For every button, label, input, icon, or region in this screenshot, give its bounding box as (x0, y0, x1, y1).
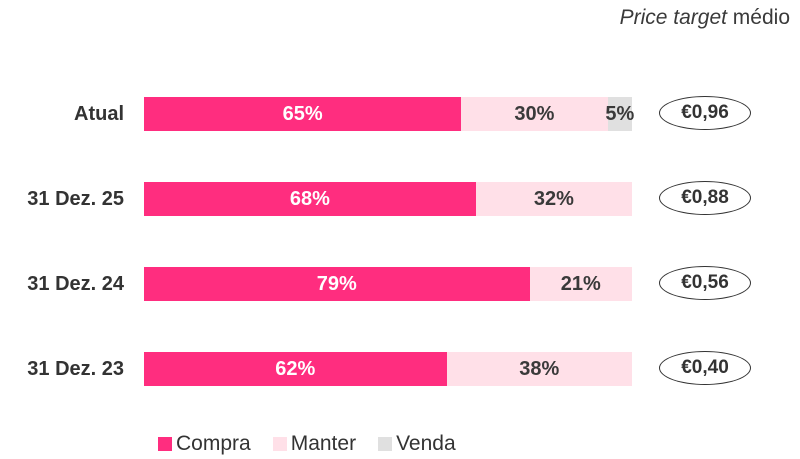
legend-item-venda: Venda (378, 432, 456, 456)
stacked-bar: 68% 32% (144, 182, 632, 216)
segment-manter: 32% (475, 182, 632, 216)
segment-venda: 5% (605, 97, 634, 131)
row-atual: Atual 65% 30% 5% €0,96 (0, 96, 800, 131)
row-label: 31 Dez. 25 (27, 188, 124, 210)
stacked-bar: 62% 38% (144, 352, 632, 386)
segment-compra: 62% (144, 352, 447, 386)
legend-label: Compra (176, 432, 251, 455)
legend-item-compra: Compra (158, 432, 251, 456)
row-31-dez-24: 31 Dez. 24 79% 21% €0,56 (0, 266, 800, 301)
row-label: Atual (74, 103, 124, 125)
price-target-badge: €0,56 (659, 266, 751, 300)
chart-title: Price target médio (620, 6, 790, 30)
segment-manter: 21% (529, 267, 632, 301)
segment-compra: 65% (144, 97, 462, 131)
legend-item-manter: Manter (272, 432, 357, 456)
row-label: 31 Dez. 24 (27, 273, 124, 295)
legend-label: Venda (396, 432, 456, 455)
legend: Compra Manter Venda (158, 432, 456, 456)
title-rest: médio (726, 6, 790, 29)
row-label: 31 Dez. 23 (27, 358, 124, 380)
segment-manter: 38% (446, 352, 632, 386)
title-italic: Price target (619, 6, 727, 29)
stacked-bar: 79% 21% (144, 267, 632, 301)
stacked-bar: 65% 30% 5% (144, 97, 634, 131)
price-target-badge: €0,88 (659, 181, 751, 215)
price-target-badge: €0,40 (659, 351, 751, 385)
row-31-dez-25: 31 Dez. 25 68% 32% €0,88 (0, 181, 800, 216)
legend-label: Manter (290, 432, 357, 455)
price-target-badge: €0,96 (659, 96, 751, 130)
segment-compra: 79% (144, 267, 530, 301)
segment-manter: 30% (461, 97, 608, 131)
legend-swatch-venda (378, 437, 393, 451)
segment-compra: 68% (144, 182, 476, 216)
legend-swatch-manter (272, 437, 287, 451)
row-31-dez-23: 31 Dez. 23 62% 38% €0,40 (0, 351, 800, 386)
legend-swatch-compra (158, 437, 172, 451)
